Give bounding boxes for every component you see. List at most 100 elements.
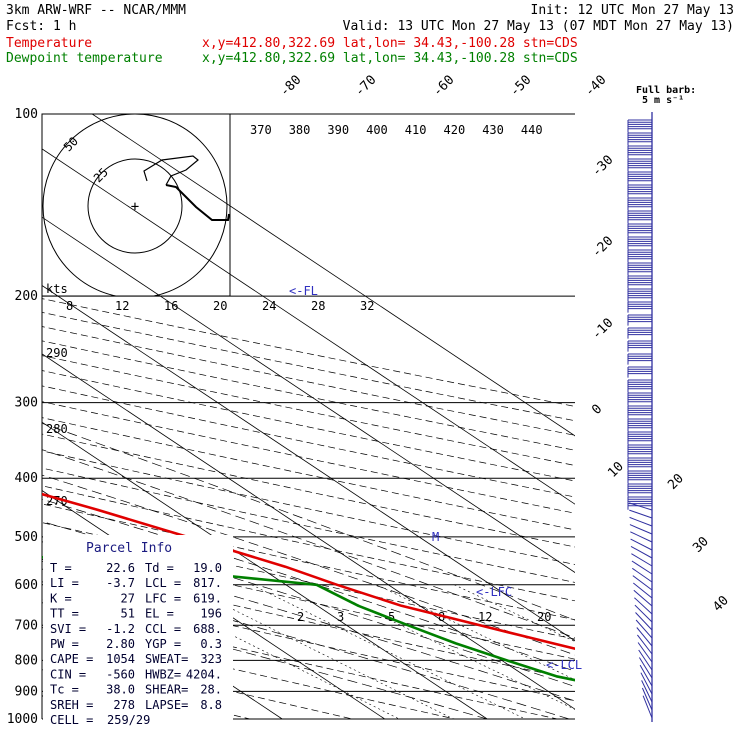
- barb-legend-units: 5 m s⁻¹: [642, 95, 684, 106]
- wind-barb: [632, 567, 653, 583]
- parcel-info-cell: TT =: [50, 607, 79, 621]
- isotherm-label: -50: [507, 73, 534, 100]
- isotherm-line: [42, 285, 575, 642]
- parcel-info-cell: 0.3: [200, 637, 222, 651]
- parcel-info-cell: 28.: [200, 683, 222, 697]
- isotherm-line: [91, 114, 575, 437]
- hodograph: + 25 50 kts: [41, 113, 231, 297]
- wind-barb: [630, 531, 653, 543]
- pressure-label: 100: [15, 107, 38, 122]
- mixing-ratio-label: 2: [297, 610, 304, 624]
- theta-label: 420: [444, 123, 466, 137]
- wind-barbs: [627, 112, 653, 722]
- parcel-info-cell: 4204.: [186, 667, 222, 681]
- hodograph-ring-label-50: 50: [61, 134, 81, 154]
- dewpoint-legend: Dewpoint temperature: [6, 51, 163, 66]
- pressure-label: 700: [15, 618, 38, 633]
- parcel-info-cell: 278: [113, 698, 135, 712]
- mixing-ratio-label: 20: [213, 299, 227, 313]
- parcel-info-cell: -1.2: [106, 622, 135, 636]
- parcel-info-cell: SREH =: [50, 698, 93, 712]
- dry-adiabat: [42, 503, 575, 621]
- parcel-info-cell: CCL =: [145, 622, 181, 636]
- wind-barb: [633, 589, 653, 607]
- parcel-info-cell: SHEAR=: [145, 683, 188, 697]
- wind-barb: [642, 695, 653, 719]
- parcel-info-cell: LI =: [50, 576, 79, 590]
- isotherm-label: 10: [605, 459, 627, 481]
- theta-label: 410: [405, 123, 427, 137]
- parcel-info-cell: LAPSE=: [145, 698, 188, 712]
- theta-label: 390: [327, 123, 349, 137]
- parcel-info-cell: 8.8: [200, 698, 222, 712]
- parcel-info-cell: CELL =: [50, 713, 93, 727]
- wind-barb: [638, 649, 653, 671]
- parcel-info-cell: 323: [200, 652, 222, 666]
- parcel-info-cell: 19.0: [193, 561, 222, 575]
- parcel-info-cell: 688.: [193, 622, 222, 636]
- pressure-label: 900: [15, 684, 38, 699]
- hodograph-center: +: [131, 199, 139, 215]
- hodograph-trace-lower: [165, 184, 230, 221]
- theta-label: 430: [482, 123, 504, 137]
- dry-adiabat: [42, 340, 575, 451]
- mixing-ratio-label: 8: [66, 299, 73, 313]
- parcel-info-cell: 51: [121, 607, 135, 621]
- hodograph-ring-25: [87, 158, 183, 254]
- wind-barb: [631, 553, 653, 567]
- parcel-info-cell: -560: [106, 667, 135, 681]
- theta-label: 290: [46, 346, 68, 360]
- wind-barb: [638, 657, 653, 679]
- theta-label: 280: [46, 422, 68, 436]
- m-marker: M: [432, 530, 439, 544]
- isotherm-label: -80: [277, 73, 304, 100]
- isotherm-label: 30: [690, 534, 712, 556]
- wind-barb: [629, 516, 653, 527]
- mixing-ratio-label: 28: [311, 299, 325, 313]
- barb-legend-title: Full barb:: [636, 85, 696, 96]
- parcel-info-title: Parcel Info: [86, 541, 172, 556]
- dry-adiabat: [42, 623, 457, 719]
- parcel-info-cell: 22.6: [106, 561, 135, 575]
- isotherm-label: -70: [352, 73, 379, 100]
- isotherm-label: -10: [589, 316, 616, 343]
- pressure-label: 200: [15, 289, 38, 304]
- pressure-label: 400: [15, 471, 38, 486]
- parcel-info-cell: 38.0: [106, 683, 135, 697]
- wind-barb: [637, 634, 653, 655]
- parcel-info-cell: LCL =: [145, 576, 181, 590]
- theta-label: 380: [289, 123, 311, 137]
- parcel-info-cell: CAPE =: [50, 652, 93, 666]
- dry-adiabat: [42, 298, 575, 407]
- temperature-line: [42, 492, 575, 651]
- parcel-info-cell: 196: [200, 607, 222, 621]
- wind-barb: [631, 560, 653, 575]
- parcel-info-cell: 1054: [106, 652, 135, 666]
- mixing-ratio-label: 32: [360, 299, 374, 313]
- wind-barb: [635, 612, 653, 631]
- isotherm-label: 0: [589, 402, 605, 418]
- pressure-label: 600: [15, 578, 38, 593]
- dewpoint-line: [42, 555, 575, 682]
- wind-barb: [637, 642, 653, 663]
- isotherm-label: -60: [430, 73, 457, 100]
- dry-adiabat: [42, 326, 575, 436]
- wind-barb: [628, 502, 653, 511]
- parcel-info-cell: 817.: [193, 576, 222, 590]
- dewpoint-location: x,y=412.80,322.69 lat,lon= 34.43,-100.28…: [202, 51, 578, 66]
- forecast-hour: Fcst: 1 h: [6, 19, 76, 34]
- lcl-marker: <-LCL: [546, 658, 582, 672]
- isotherm-line: [42, 421, 488, 719]
- isotherm-label: -20: [589, 234, 616, 261]
- pressure-label: 300: [15, 396, 38, 411]
- hodograph-trace-upper: [143, 155, 199, 186]
- parcel-info-cell: 259/29: [107, 713, 150, 727]
- fl-marker: <-FL: [289, 284, 318, 298]
- dry-adiabat: [42, 522, 575, 640]
- parcel-info-cell: EL =: [145, 607, 174, 621]
- mixing-ratio-line: [376, 584, 575, 681]
- theta-label: 400: [366, 123, 388, 137]
- isotherm-label: 20: [665, 471, 687, 493]
- mixing-ratio-label: 24: [262, 299, 276, 313]
- wind-barb: [641, 680, 653, 703]
